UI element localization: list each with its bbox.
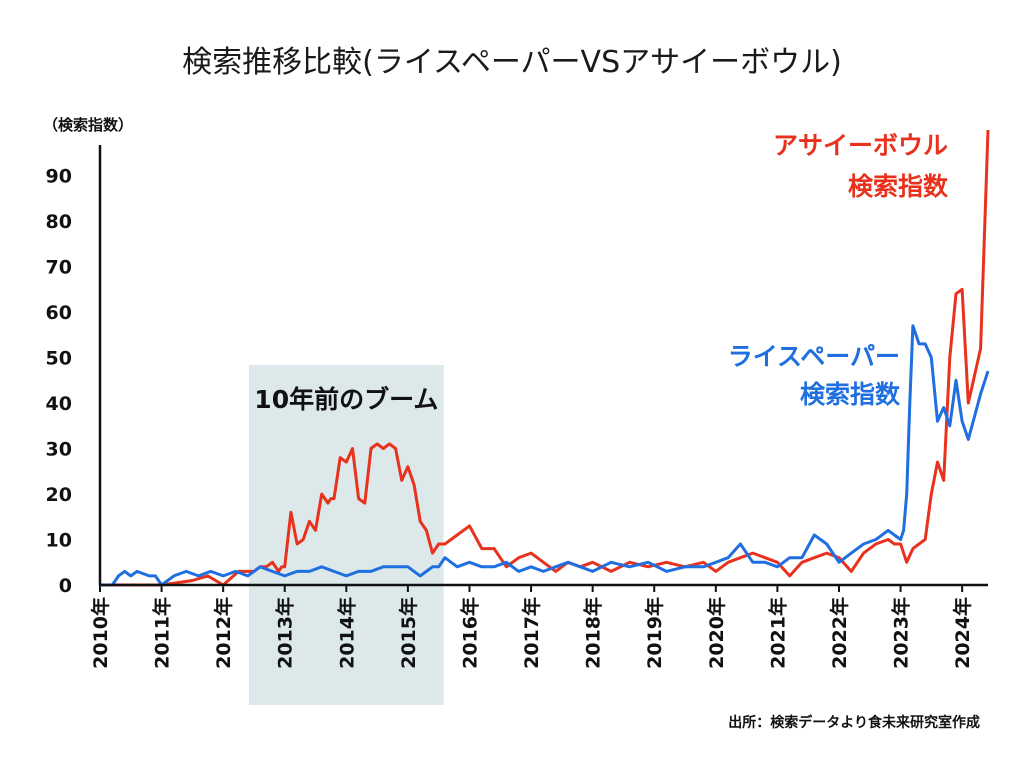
chart-title: 検索推移比較(ライスペーパーVSアサイーボウル)	[182, 45, 842, 80]
x-tick-label: 2023年	[890, 597, 913, 669]
acai-bowl-label-line-2: 検索指数	[848, 172, 949, 201]
x-tick-label: 2012年	[212, 597, 235, 669]
y-tick-label: 80	[46, 211, 72, 233]
x-tick-label: 2018年	[582, 597, 605, 669]
x-tick-label: 2022年	[828, 597, 851, 669]
y-axis-ticks: 0 10 20 30 40 50 60 70 80 90	[46, 166, 72, 598]
x-tick-label: 2011年	[151, 597, 174, 669]
x-tick-label: 2015年	[397, 597, 420, 669]
x-tick-label: 2019年	[643, 597, 666, 669]
y-tick-label: 70	[46, 257, 72, 279]
x-tick-label: 2014年	[335, 597, 358, 669]
y-tick-label: 30	[46, 439, 72, 461]
y-tick-label: 40	[46, 393, 72, 415]
y-tick-label: 10	[46, 530, 72, 552]
y-tick-label: 50	[46, 348, 72, 370]
rice-paper-label-line-1: ライスペーパー	[728, 342, 900, 371]
y-tick-label: 90	[46, 166, 72, 188]
y-axis-unit-label: （検索指数）	[43, 116, 133, 134]
x-tick-label: 2021年	[766, 597, 789, 669]
y-tick-label: 20	[46, 484, 72, 506]
y-tick-label: 0	[59, 575, 72, 597]
y-tick-label: 60	[46, 302, 72, 324]
x-tick-label: 2017年	[520, 597, 543, 669]
x-tick-label: 2013年	[274, 597, 297, 669]
series-line-rice-paper	[100, 324, 990, 587]
boom-highlight-area	[249, 365, 444, 705]
x-tick-label: 2020年	[705, 597, 728, 669]
boom-label: 10年前のブーム	[254, 385, 438, 414]
rice-paper-label-line-2: 検索指数	[800, 380, 901, 409]
x-tick-label: 2010年	[89, 597, 112, 669]
x-axis-ticks: 2010年 2011年 2012年 2013年 2014年 2015年 2016年 2017年…	[89, 585, 974, 669]
series-lines	[100, 129, 990, 587]
x-tick-label: 2016年	[458, 597, 481, 669]
series-line-acai-bowl	[100, 129, 990, 587]
source-note: 出所：検索データより食未来研究室作成	[728, 714, 980, 731]
x-tick-label: 2024年	[951, 597, 974, 669]
acai-bowl-label-line-1: アサイーボウル	[773, 131, 948, 160]
